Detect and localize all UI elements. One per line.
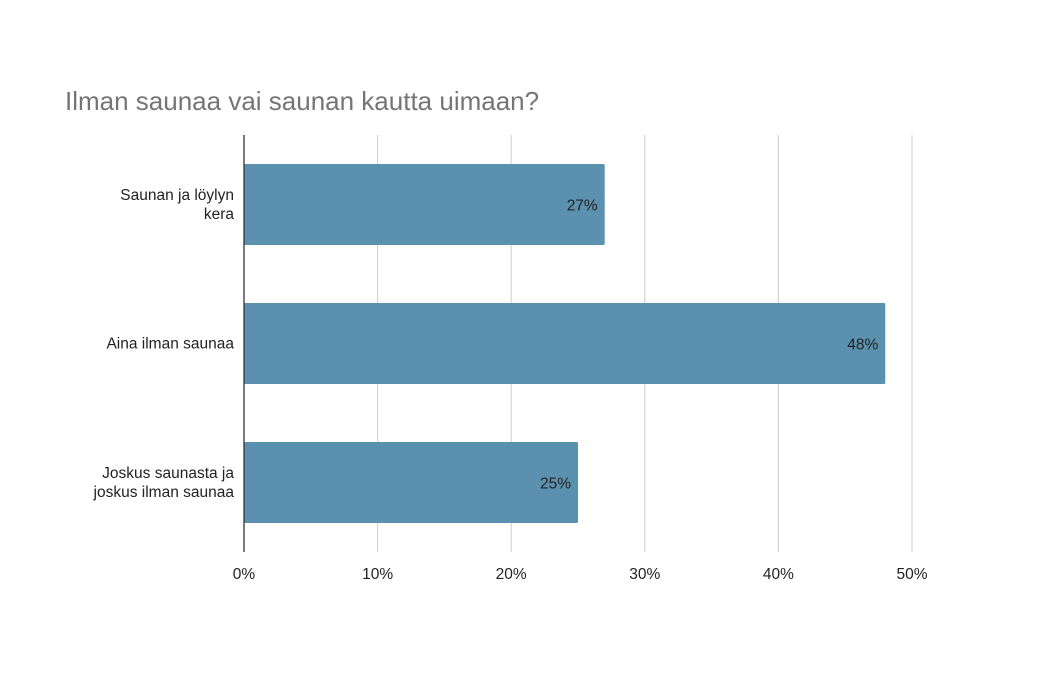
x-tick-label: 30% bbox=[629, 566, 660, 583]
category-label-line: Aina ilman saunaa bbox=[106, 336, 234, 353]
labels: 0% 10% 20% 30% 40% 50% 27% Saunan ja löylyn kera… bbox=[93, 187, 928, 583]
category-label: Aina ilman saunaa bbox=[106, 336, 234, 353]
bar bbox=[244, 164, 605, 245]
data-label: 48% bbox=[847, 337, 878, 354]
category-label: Saunan ja löylyn kera bbox=[120, 187, 234, 223]
category-label-line: kera bbox=[204, 206, 235, 223]
chart-title: Ilman saunaa vai saunan kautta uimaan? bbox=[65, 86, 539, 116]
category-label-line: joskus ilman saunaa bbox=[93, 484, 235, 501]
x-tick-label: 0% bbox=[233, 566, 256, 583]
x-tick-label: 50% bbox=[896, 566, 927, 583]
category-label-line: Joskus saunasta ja bbox=[102, 465, 234, 482]
data-label: 25% bbox=[540, 476, 571, 493]
category-label-line: Saunan ja löylyn bbox=[120, 187, 234, 204]
x-tick-label: 40% bbox=[763, 566, 794, 583]
data-label: 27% bbox=[567, 198, 598, 215]
category-label: Joskus saunasta ja joskus ilman saunaa bbox=[93, 465, 235, 501]
bar bbox=[244, 303, 886, 384]
x-tick-label: 10% bbox=[362, 566, 393, 583]
bar bbox=[244, 442, 578, 523]
x-tick-label: 20% bbox=[496, 566, 527, 583]
bars bbox=[244, 164, 886, 523]
